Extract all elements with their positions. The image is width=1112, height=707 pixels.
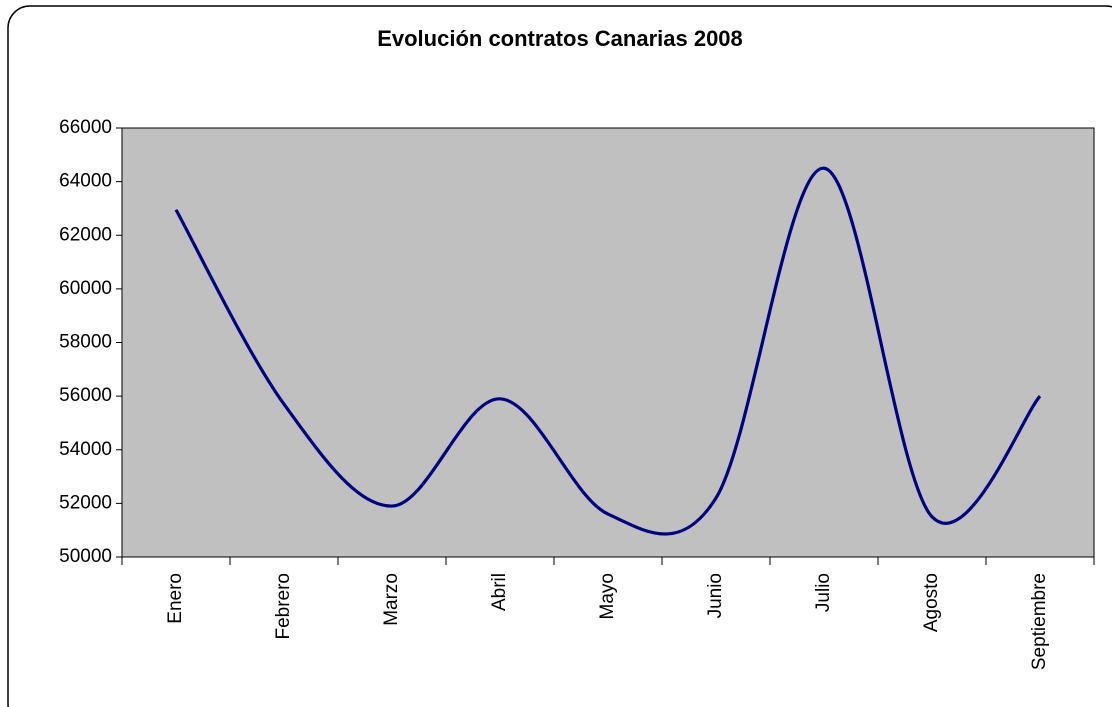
x-tick-label: Febrero: [273, 573, 294, 640]
y-tick-label: 66000: [59, 117, 112, 138]
plot-area: [121, 127, 1095, 558]
x-tick-label: Junio: [705, 573, 726, 618]
y-tick-label: 64000: [59, 171, 112, 192]
y-tick-label: 62000: [59, 224, 112, 245]
x-tick-label: Julio: [813, 573, 834, 612]
chart-title: Evolución contratos Canarias 2008: [377, 26, 743, 51]
y-tick-label: 54000: [59, 439, 112, 460]
x-tick-label: Agosto: [921, 573, 942, 632]
line-series: [174, 166, 1042, 536]
x-tick-label: Septiembre: [1029, 573, 1050, 670]
y-tick-label: 52000: [59, 492, 112, 513]
x-tick-label: Mayo: [597, 573, 618, 619]
x-tick-label: Marzo: [381, 573, 402, 626]
x-tick-label: Enero: [165, 573, 186, 624]
y-tick-label: 60000: [59, 278, 112, 299]
y-tick-label: 56000: [59, 385, 112, 406]
x-tick-label: Abril: [489, 573, 510, 611]
y-tick-label: 50000: [59, 546, 112, 567]
y-tick-label: 58000: [59, 332, 112, 353]
